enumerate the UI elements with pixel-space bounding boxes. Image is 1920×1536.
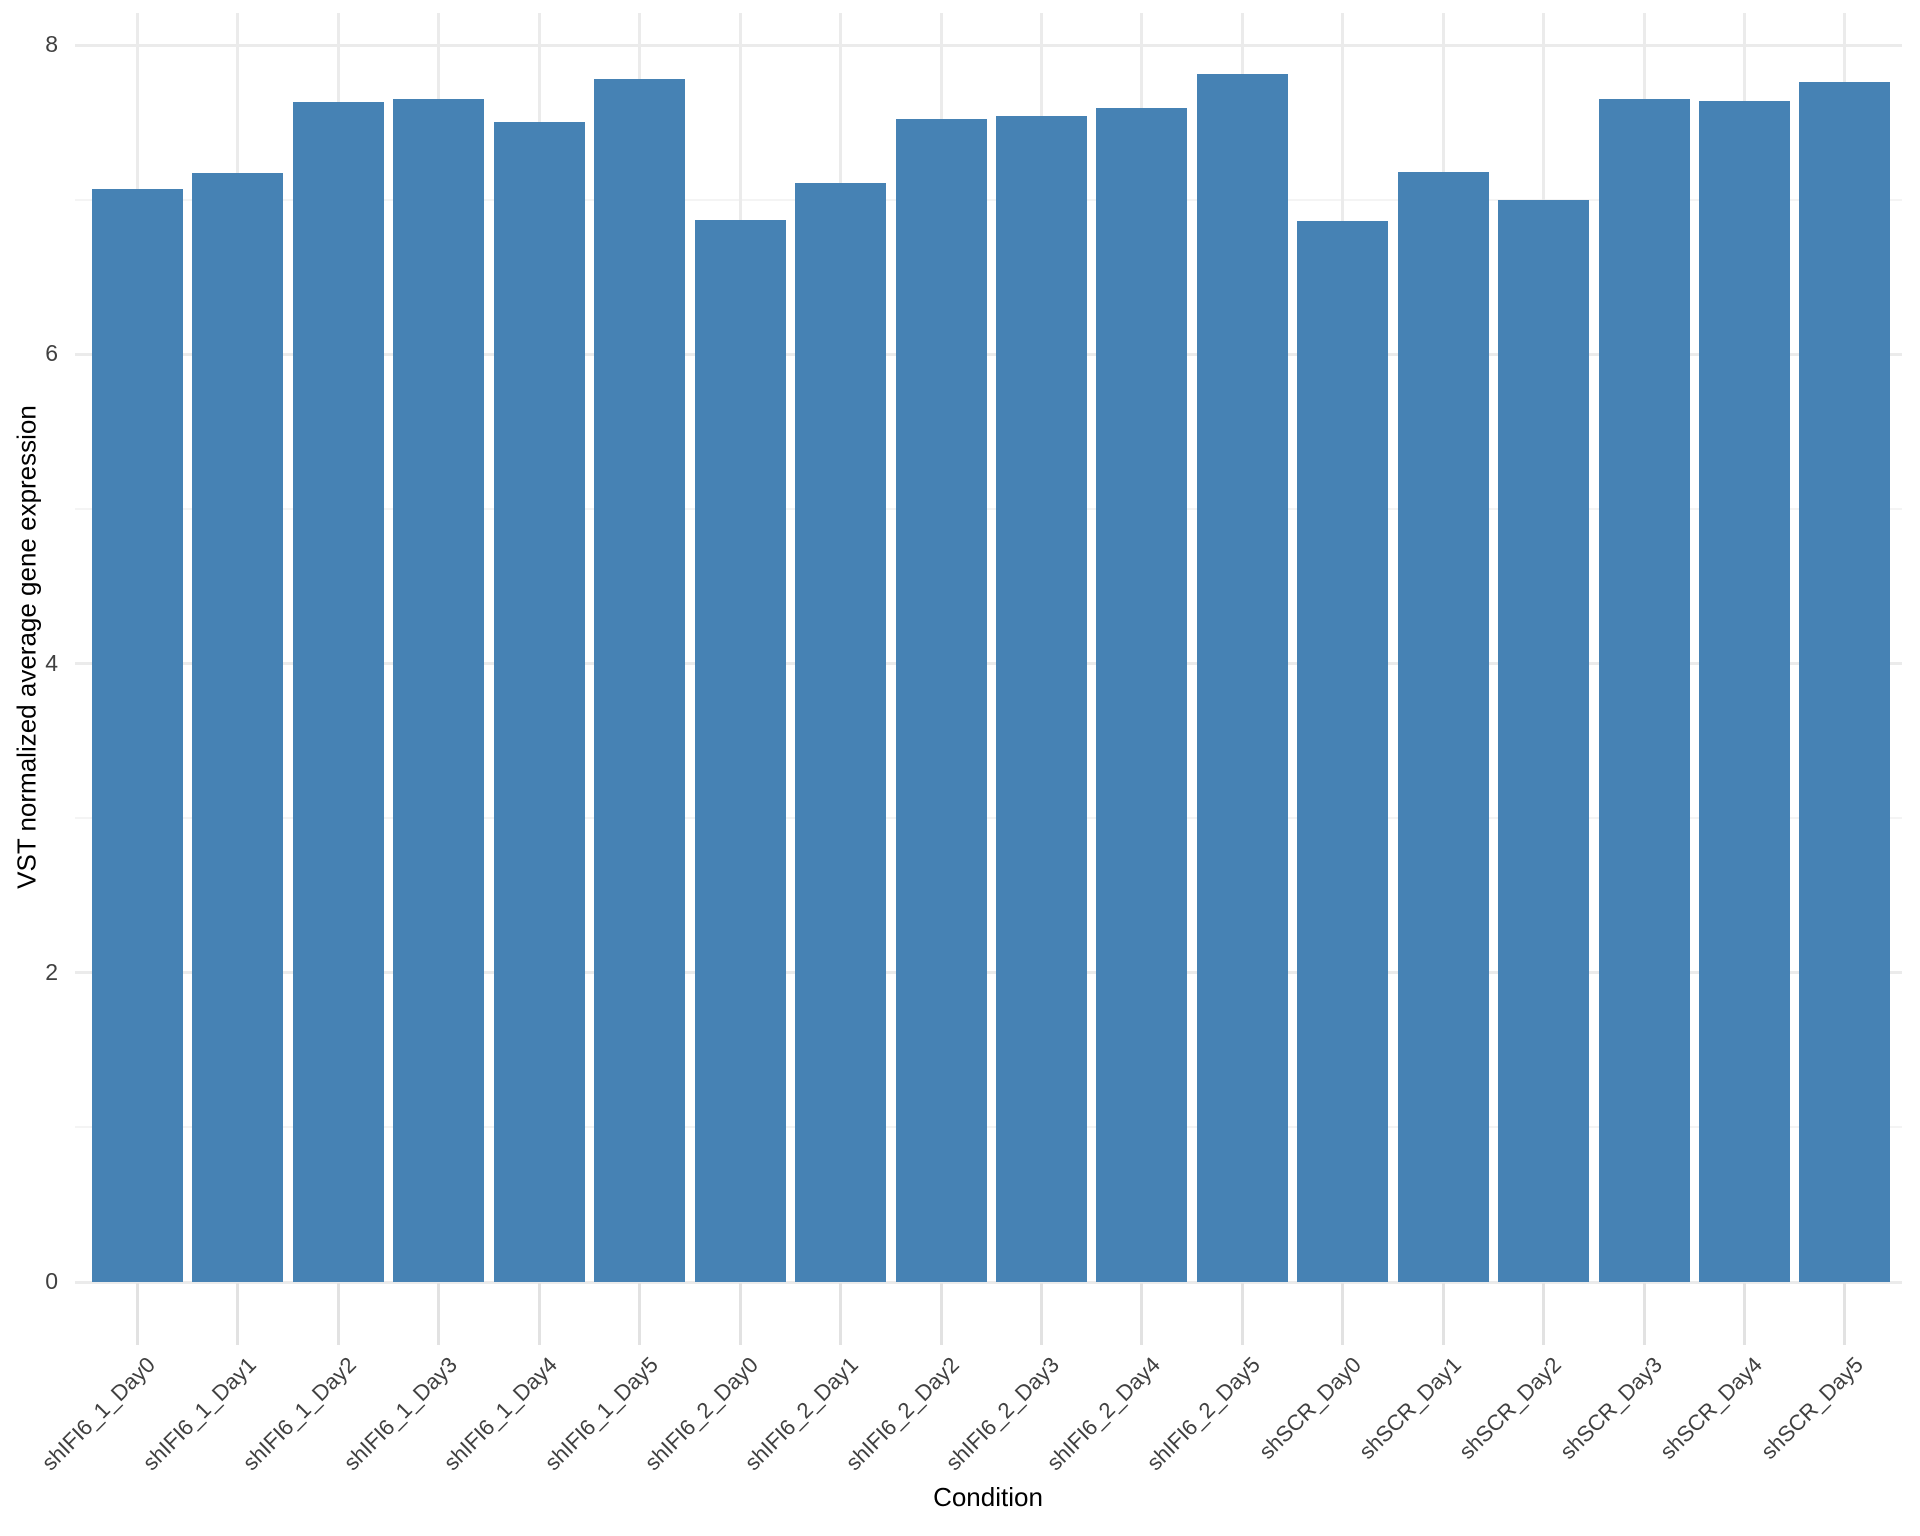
bar-shIFI6_1_Day2 (292, 102, 384, 1282)
x-tick-shSCR_Day3 (1642, 1283, 1646, 1345)
x-tick-label-shSCR_Day3: shSCR_Day3 (1554, 1352, 1667, 1464)
x-tick-label-shSCR_Day0: shSCR_Day0 (1253, 1352, 1366, 1464)
x-tick-shIFI6_2_Day1 (839, 1283, 843, 1345)
x-tick-shSCR_Day2 (1542, 1283, 1546, 1345)
y-tick-label-8: 8 (45, 31, 58, 57)
x-tick-shIFI6_1_Day5 (638, 1283, 642, 1345)
gridline-major-y4 (75, 662, 1902, 665)
x-tick-shSCR_Day1 (1441, 1283, 1445, 1345)
x-tick-shSCR_Day4 (1743, 1283, 1747, 1345)
y-tick-label-4: 4 (45, 649, 58, 676)
gridline-major-y6 (75, 352, 1902, 356)
x-tick-shIFI6_1_Day2 (336, 1283, 340, 1345)
x-tick-shIFI6_1_Day3 (437, 1283, 441, 1345)
bar-shSCR_Day4 (1699, 100, 1791, 1282)
y-tick-label-6: 6 (45, 340, 58, 367)
x-tick-shIFI6_2_Day4 (1140, 1283, 1144, 1345)
y-tick-label-2: 2 (45, 958, 58, 985)
x-tick-shIFI6_2_Day2 (939, 1283, 943, 1345)
bar-shIFI6_2_Day3 (995, 116, 1087, 1282)
gridline-minor-y3 (75, 817, 1902, 820)
bar-shIFI6_1_Day5 (594, 79, 686, 1282)
bar-shSCR_Day0 (1297, 221, 1389, 1282)
x-tick-shIFI6_2_Day3 (1039, 1283, 1043, 1345)
bar-shIFI6_2_Day4 (1096, 108, 1188, 1282)
x-tick-shIFI6_1_Day0 (136, 1283, 139, 1345)
bar-shSCR_Day2 (1498, 199, 1590, 1282)
gridline-major-y8 (75, 43, 1902, 47)
bar-shIFI6_1_Day3 (393, 99, 485, 1282)
bar-shIFI6_1_Day4 (493, 122, 585, 1282)
x-tick-label-shSCR_Day5: shSCR_Day5 (1755, 1352, 1868, 1464)
bar-shIFI6_1_Day1 (192, 173, 284, 1282)
x-tick-label-shSCR_Day2: shSCR_Day2 (1454, 1352, 1567, 1464)
bar-shIFI6_1_Day0 (92, 188, 183, 1282)
x-tick-shIFI6_1_Day4 (537, 1283, 541, 1345)
bar-shIFI6_2_Day5 (1196, 74, 1288, 1282)
x-tick-shIFI6_1_Day1 (236, 1283, 240, 1345)
bar-shIFI6_2_Day2 (895, 119, 987, 1282)
x-tick-shSCR_Day0 (1341, 1283, 1345, 1345)
gridline-minor-y1 (75, 1126, 1902, 1129)
gridline-minor-y7 (75, 198, 1902, 201)
plot-panel (75, 13, 1902, 1284)
x-tick-label-shSCR_Day4: shSCR_Day4 (1655, 1352, 1768, 1464)
bar-shIFI6_2_Day0 (694, 219, 786, 1282)
gridline-major-y0 (75, 1280, 1902, 1284)
gridline-minor-y5 (75, 507, 1902, 510)
gridline-major-y2 (75, 971, 1902, 975)
x-axis-title: Condition (933, 1482, 1043, 1512)
bar-shIFI6_2_Day1 (795, 182, 887, 1282)
x-tick-shSCR_Day5 (1843, 1283, 1847, 1345)
bar-shSCR_Day5 (1799, 82, 1891, 1282)
y-tick-label-0: 0 (45, 1268, 58, 1294)
y-axis-title: VST normalized average gene expression (11, 405, 42, 889)
bar-shSCR_Day1 (1397, 171, 1489, 1282)
bar-shSCR_Day3 (1598, 99, 1690, 1282)
x-tick-shIFI6_2_Day0 (738, 1283, 742, 1345)
x-tick-label-shSCR_Day1: shSCR_Day1 (1353, 1352, 1466, 1464)
x-tick-shIFI6_2_Day5 (1240, 1283, 1244, 1345)
